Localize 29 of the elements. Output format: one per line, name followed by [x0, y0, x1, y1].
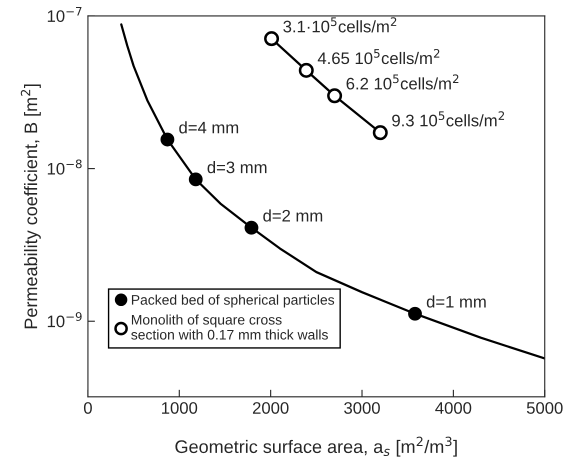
point — [188, 172, 203, 186]
annotation: 3.1·10$^{5}$cells/m$^{2}$ — [283, 17, 396, 32]
point — [264, 31, 280, 46]
annotation: d=3 mm — [208, 161, 266, 174]
point — [298, 62, 314, 78]
point — [160, 132, 174, 146]
legend-label: Packed bed of spherical particles — [132, 294, 334, 308]
x-tick-label: 5000 — [526, 402, 563, 414]
x-axis-title: Geometric surface area, a$_{s}$ [m$^{2}$/m$^{3}$] — [175, 436, 457, 457]
y-tick-label: 10$^{−9}$ — [48, 312, 82, 328]
legend-label: Monolith of square cross section with 0.17 mm thick walls — [131, 314, 328, 340]
point — [327, 88, 342, 104]
point — [408, 306, 422, 321]
annotation: 6.2 10$^{5}$cells/m$^{2}$ — [346, 74, 458, 90]
y-tick-label: 10$^{−8}$ — [48, 159, 82, 175]
y-tick-label: 10$^{−7}$ — [48, 6, 82, 22]
point — [372, 125, 388, 140]
x-tick-label: 0 — [84, 402, 92, 414]
y-axis-title: Permeability coefficient, B [m$^{2}$] — [20, 84, 41, 328]
x-tick-label: 3000 — [344, 402, 380, 414]
annotation: d=4 mm — [179, 121, 238, 134]
point — [244, 220, 258, 235]
annotation: d=1 mm — [426, 295, 486, 308]
annotation: 4.65 10$^{5}$cells/m$^{2}$ — [318, 48, 440, 64]
x-tick-label: 2000 — [252, 402, 289, 414]
annotation: d=2 mm — [263, 209, 322, 222]
x-tick-label: 4000 — [435, 402, 472, 414]
annotation: 9.3 10$^{5}$cells/m$^{2}$ — [392, 111, 504, 126]
x-tick-label: 1000 — [162, 402, 198, 414]
